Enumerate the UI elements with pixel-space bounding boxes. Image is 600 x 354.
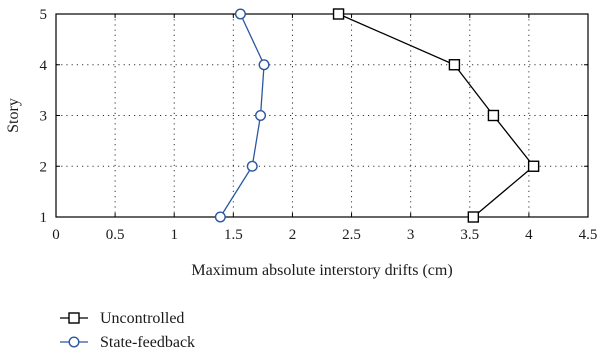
data-point xyxy=(527,160,540,172)
grid xyxy=(56,14,588,217)
y-tick-label: 1 xyxy=(40,210,48,226)
series-state-feedback xyxy=(214,8,270,223)
y-tick-label: 2 xyxy=(40,159,48,175)
legend-marker xyxy=(68,336,80,348)
series-uncontrolled xyxy=(332,8,540,223)
x-tick-label: 3.5 xyxy=(460,227,479,243)
x-tick-label: 3 xyxy=(407,227,415,243)
x-tick-labels: 0 0.5 1 1.5 2 2.5 3 3.5 4 4.5 xyxy=(52,227,597,243)
x-tick-label: 4 xyxy=(525,227,533,243)
y-tick-label: 3 xyxy=(40,109,48,125)
y-tick-labels: 1 2 3 4 5 xyxy=(40,7,48,226)
series-layer xyxy=(214,8,540,223)
x-tick-label: 2 xyxy=(289,227,297,243)
x-tick-label: 2.5 xyxy=(342,227,361,243)
data-point xyxy=(246,160,258,172)
x-tick-label: 0.5 xyxy=(106,227,125,243)
data-point xyxy=(258,59,270,71)
data-point xyxy=(448,59,461,71)
data-point xyxy=(332,8,345,20)
data-point xyxy=(487,109,500,122)
data-point xyxy=(234,8,246,20)
x-tick-label: 1 xyxy=(170,227,178,243)
data-point xyxy=(255,109,267,121)
y-axis-label: Story xyxy=(5,98,22,133)
x-tick-label: 4.5 xyxy=(579,227,598,243)
x-tick-label: 1.5 xyxy=(224,227,243,243)
data-point xyxy=(467,211,480,223)
legend-label: Uncontrolled xyxy=(100,310,184,327)
legend-item: State-feedback xyxy=(60,334,195,351)
data-point xyxy=(214,211,226,223)
legend-marker xyxy=(68,312,80,324)
legend-label: State-feedback xyxy=(100,334,195,351)
x-axis-label: Maximum absolute interstory drifts (cm) xyxy=(191,262,452,279)
y-tick-label: 4 xyxy=(40,58,48,74)
x-tick-label: 0 xyxy=(52,227,60,243)
y-tick-label: 5 xyxy=(40,7,48,23)
legend: Uncontrolled State-feedback xyxy=(60,310,195,351)
legend-item: Uncontrolled xyxy=(60,310,184,327)
